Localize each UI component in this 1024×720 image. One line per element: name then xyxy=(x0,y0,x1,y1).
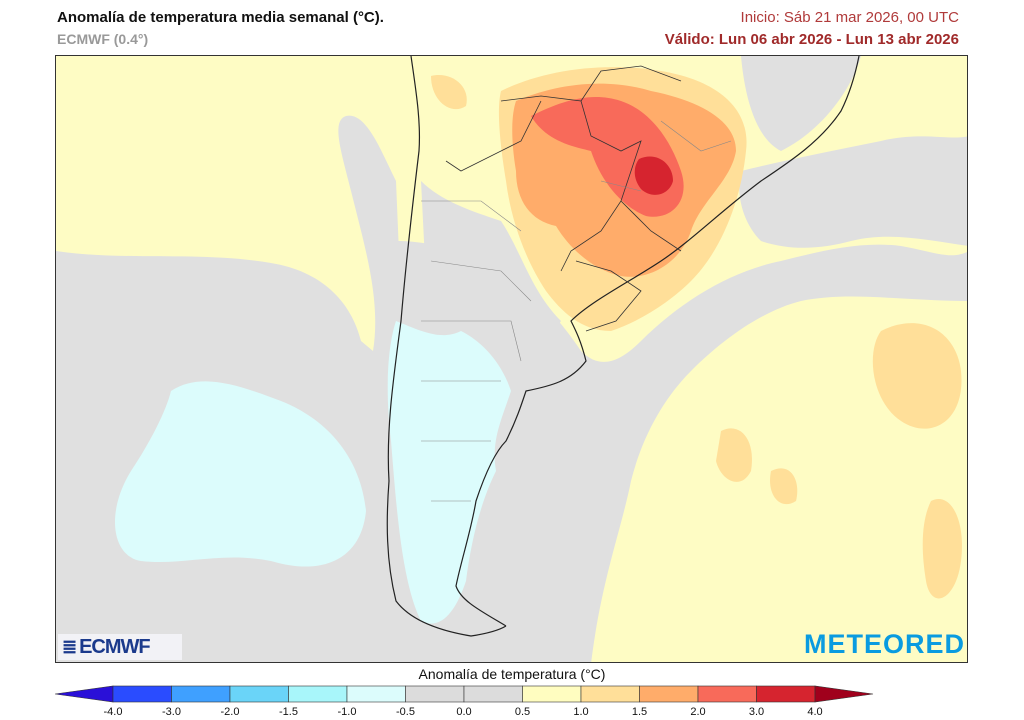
valid-period: Válido: Lun 06 abr 2026 - Lun 13 abr 202… xyxy=(664,31,959,48)
colorbar-tick-label: -3.0 xyxy=(162,706,181,718)
colorbar-tick-label: 3.0 xyxy=(748,706,765,718)
colorbar-tick-label: -2.0 xyxy=(220,706,240,718)
colorbar-bin xyxy=(405,685,465,703)
province-borders xyxy=(421,120,732,502)
colorbar-bin xyxy=(522,685,582,703)
colorbar-tick-label: -1.5 xyxy=(279,706,298,718)
colorbar xyxy=(55,685,874,703)
ecmwf-logo-text: ECMWF xyxy=(79,635,151,658)
map-title: Anomalía de temperatura media semanal (°… xyxy=(57,9,384,26)
colorbar-bin xyxy=(229,685,289,703)
colorbar-bin xyxy=(756,685,816,703)
anomaly-map: ≣ ECMWF METEORED xyxy=(55,55,968,663)
colorbar-tick-label: 1.5 xyxy=(631,706,648,718)
colorbar-bin xyxy=(463,685,523,703)
meteored-logo: METEORED xyxy=(803,629,965,659)
colorbar-bin xyxy=(112,685,172,703)
init-time: Inicio: Sáb 21 mar 2026, 00 UTC xyxy=(740,9,959,26)
coastline xyxy=(386,56,860,637)
colorbar-bin xyxy=(346,685,406,703)
colorbar-bin xyxy=(639,685,699,703)
colorbar-tick-label: -0.5 xyxy=(396,706,415,718)
colorbar-title: Anomalía de temperatura (°C) xyxy=(418,666,606,682)
colorbar-bin xyxy=(171,685,231,703)
ecmwf-logo: ≣ ECMWF xyxy=(58,634,182,660)
map-canvas xyxy=(56,56,967,662)
colorbar-tick-label: 2.0 xyxy=(690,706,706,718)
country-borders xyxy=(445,65,682,332)
ecmwf-emblem-icon: ≣ xyxy=(62,636,77,657)
warm-patch xyxy=(716,428,752,482)
colorbar-tick-label: 0.5 xyxy=(514,706,531,718)
colorbar-tick-label: 1.0 xyxy=(573,706,589,718)
colorbar-bin xyxy=(580,685,640,703)
cool-area-pacific xyxy=(114,381,367,567)
neutral-area-east xyxy=(739,136,967,248)
colorbar-tick-label: -1.0 xyxy=(337,706,357,718)
colorbar-tick-label: 4.0 xyxy=(807,706,823,718)
warm-area-4 xyxy=(634,156,673,195)
neutral-area-brazil xyxy=(741,56,861,151)
cool-area-patagonia xyxy=(387,321,511,624)
warm-patch xyxy=(770,468,798,505)
colorbar-tick-label: -4.0 xyxy=(103,706,123,718)
warm-patch xyxy=(431,75,467,110)
warm-patch xyxy=(922,499,962,599)
colorbar-bin xyxy=(697,685,757,703)
colorbar-bin xyxy=(288,685,348,703)
colorbar-under-arrow xyxy=(55,685,114,703)
model-label: ECMWF (0.4°) xyxy=(57,31,149,47)
warm-patch xyxy=(872,323,962,429)
colorbar-tick-label: 0.0 xyxy=(456,706,472,718)
colorbar-over-arrow xyxy=(814,685,874,703)
